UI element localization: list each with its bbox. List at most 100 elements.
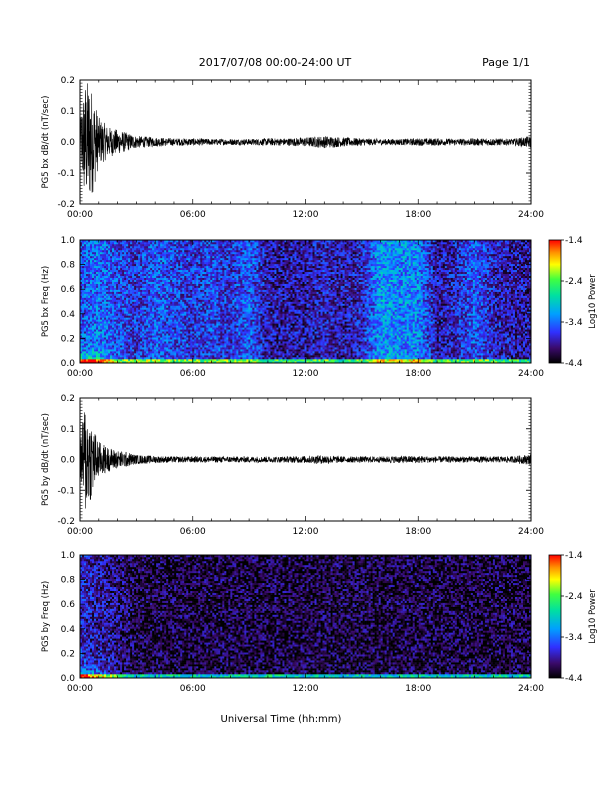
spectrogram-cell (230, 359, 233, 362)
spectrogram-cell (130, 335, 133, 338)
spectrogram-cell (228, 249, 231, 253)
spectrogram-cell (206, 305, 209, 308)
spectrogram-cell (210, 315, 213, 318)
spectrogram-cell (118, 327, 121, 330)
spectrogram-cell (102, 281, 105, 284)
spectrogram-cell (128, 319, 131, 322)
spectrogram-cell (150, 355, 153, 358)
spectrogram-cell (86, 243, 89, 247)
spectrogram-cell (198, 359, 201, 362)
spectrogram-cell (166, 240, 169, 243)
spectrogram-cell (82, 269, 85, 273)
spectrogram-cell (146, 335, 149, 338)
spectrogram-cell (150, 331, 153, 334)
spectrogram-cell (102, 333, 105, 336)
spectrogram-cell (144, 359, 147, 362)
spectrogram-cell (108, 319, 111, 322)
spectrogram-cell (164, 249, 167, 253)
spectrogram-cell (178, 353, 181, 356)
spectrogram-cell (222, 247, 225, 251)
spectrogram-cell (126, 275, 129, 278)
spectrogram-cell (146, 311, 149, 314)
spectrogram-cell (218, 285, 221, 288)
spectrogram-cell (234, 285, 237, 288)
spectrogram-cell (132, 337, 135, 340)
spectrogram-cell (192, 283, 195, 286)
spectrogram-cell (122, 287, 125, 290)
spectrogram-cell (100, 285, 103, 288)
spectrogram-cell (214, 279, 217, 282)
spectrogram-cell (136, 283, 139, 286)
spectrogram-cell (136, 351, 139, 354)
spectrogram-cell (148, 289, 151, 292)
spectrogram-cell (224, 293, 227, 296)
spectrogram-cell (96, 267, 99, 271)
spectrogram-cell (212, 351, 215, 354)
spectrogram-cell (142, 341, 145, 344)
spectrogram-cell (128, 240, 131, 243)
spectrogram-cell (186, 357, 189, 360)
spectrogram-cell (108, 259, 111, 263)
spectrogram-cell (100, 255, 103, 259)
spectrogram-cell (232, 349, 235, 352)
spectrogram-cell (218, 329, 221, 332)
spectrogram-cell (120, 289, 123, 292)
spectrogram-cell (118, 279, 121, 282)
spectrogram-cell (94, 251, 97, 255)
spectrogram-cell (220, 339, 223, 342)
spectrogram-cell (212, 321, 215, 324)
spectrogram-cell (132, 361, 135, 364)
spectrogram-cell (194, 277, 197, 280)
spectrogram-cell (112, 247, 115, 251)
spectrogram-cell (216, 257, 219, 261)
spectrogram-cell (148, 247, 151, 251)
spectrogram-cell (100, 295, 103, 298)
spectrogram-cell (220, 319, 223, 322)
spectrogram-cell (144, 343, 147, 346)
spectrogram-cell (94, 271, 97, 275)
spectrogram-cell (192, 285, 195, 288)
spectrogram-cell (126, 279, 129, 282)
spectrogram-cell (94, 307, 97, 310)
spectrogram-cell (170, 249, 173, 253)
spectrogram-cell (98, 249, 101, 253)
spectrogram-cell (208, 249, 211, 253)
spectrogram-cell (138, 287, 141, 290)
spectrogram-cell (182, 275, 185, 278)
spectrogram-cell (106, 295, 109, 298)
spectrogram-cell (212, 267, 215, 271)
spectrogram-cell (220, 297, 223, 300)
spectrogram-cell (162, 279, 165, 282)
spectrogram-cell (184, 341, 187, 344)
spectrogram-cell (120, 259, 123, 263)
spectrogram-cell (170, 305, 173, 308)
spectrogram-cell (210, 343, 213, 346)
spectrogram-cell (220, 311, 223, 314)
spectrogram-cell (226, 341, 229, 344)
spectrogram-cell (172, 355, 175, 358)
spectrogram-cell (114, 253, 117, 257)
spectrogram-cell (80, 241, 83, 245)
spectrogram-cell (194, 247, 197, 251)
spectrogram-cell (166, 335, 169, 338)
spectrogram-cell (144, 295, 147, 298)
spectrogram-cell (122, 321, 125, 324)
spectrogram-cell (80, 309, 83, 312)
spectrogram-cell (190, 287, 193, 290)
spectrogram-cell (228, 345, 231, 348)
spectrogram-cell (206, 293, 209, 296)
spectrogram-cell (198, 329, 201, 332)
spectrogram-cell (84, 325, 87, 328)
spectrogram-cell (82, 271, 85, 275)
spectrogram-cell (126, 309, 129, 312)
spectrogram-cell (114, 269, 117, 273)
spectrogram-cell (146, 255, 149, 259)
spectrogram-cell (202, 287, 205, 290)
spectrogram-cell (186, 261, 189, 265)
spectrogram-cell (166, 319, 169, 322)
spectrogram-cell (102, 253, 105, 257)
spectrogram-cell (84, 329, 87, 332)
spectrogram-cell (126, 341, 129, 344)
spectrogram-cell (172, 251, 175, 255)
spectrogram-cell (132, 263, 135, 267)
